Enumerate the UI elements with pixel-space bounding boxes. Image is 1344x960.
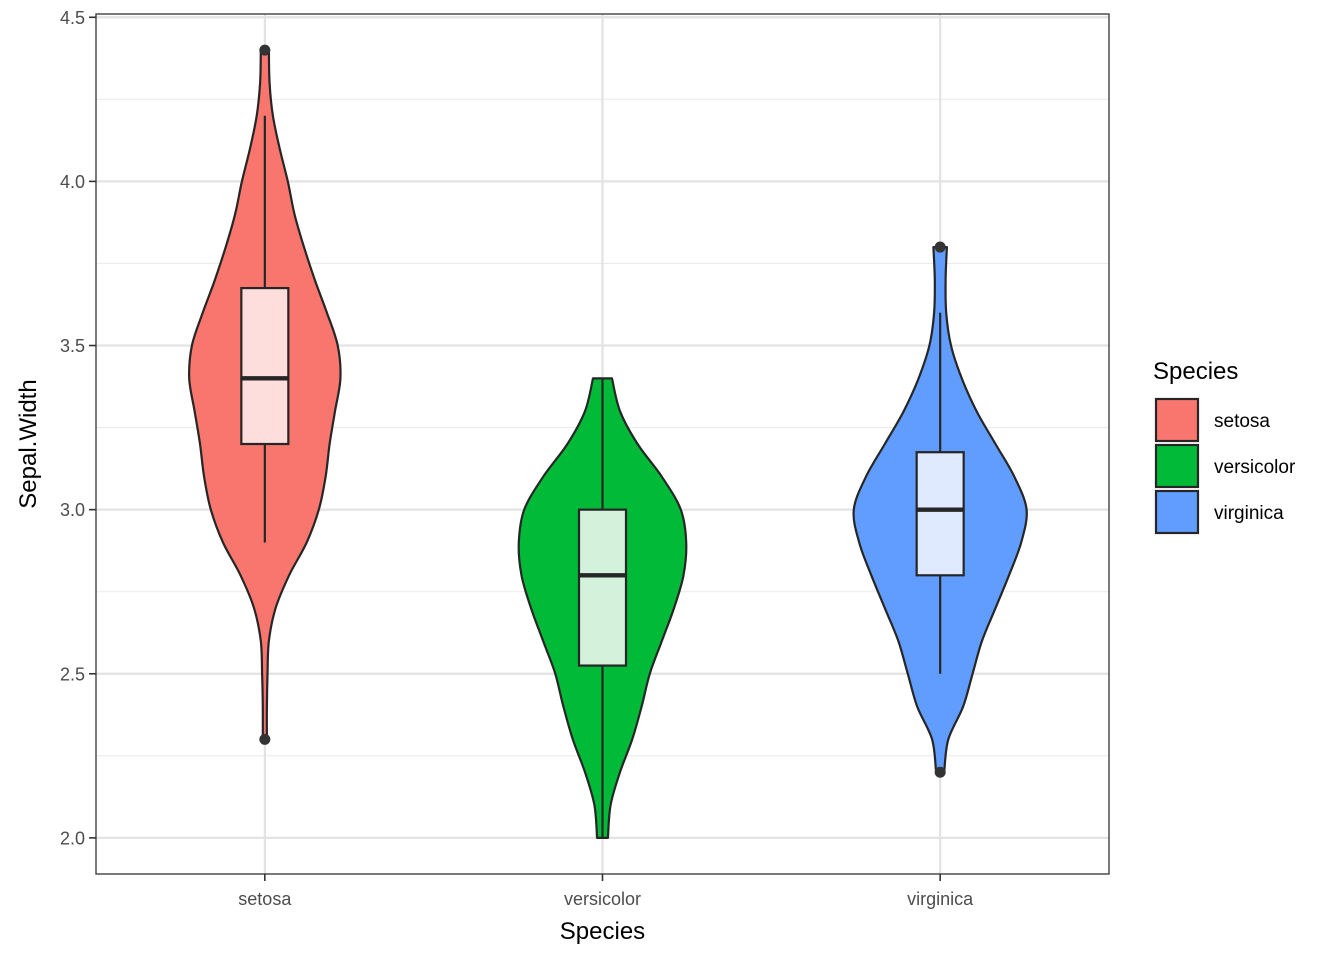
y-tick-label: 2.0 [60,828,85,848]
y-axis-ticks: 2.0 2.5 3.0 3.5 4.0 4.5 [60,8,96,848]
y-tick-label: 3.0 [60,500,85,520]
x-tick-label: virginica [907,889,974,909]
x-axis-ticks: setosa versicolor virginica [238,874,974,909]
legend-key-virginica [1154,489,1200,535]
box-iqr [240,286,290,446]
legend-label: virginica [1214,503,1284,524]
outlier-point [259,733,271,745]
boxplot-versicolor [577,378,628,838]
y-axis-title: Sepal.Width [15,379,42,508]
x-tick-label: setosa [238,889,292,909]
legend-key-setosa [1154,397,1200,443]
legend-label: versicolor [1214,457,1296,478]
y-tick-label: 2.5 [60,664,85,684]
boxplots [240,44,965,838]
x-axis-title: Species [560,918,645,945]
violins [188,49,1028,839]
legend-label: setosa [1214,411,1270,432]
outlier-point [934,241,946,253]
legend-title: Species [1153,358,1238,385]
legend-key-versicolor [1154,443,1200,489]
outlier-point [934,766,946,778]
outlier-point [259,44,271,56]
x-tick-label: versicolor [564,889,641,909]
y-tick-label: 4.5 [60,8,85,28]
boxplot-virginica [915,241,965,778]
legend: Species setosa versicolor virginica [1153,358,1296,535]
box-iqr [915,451,965,577]
box-iqr [577,508,628,667]
y-tick-label: 3.5 [60,336,85,356]
boxplot-setosa [240,44,290,745]
y-tick-label: 4.0 [60,172,85,192]
